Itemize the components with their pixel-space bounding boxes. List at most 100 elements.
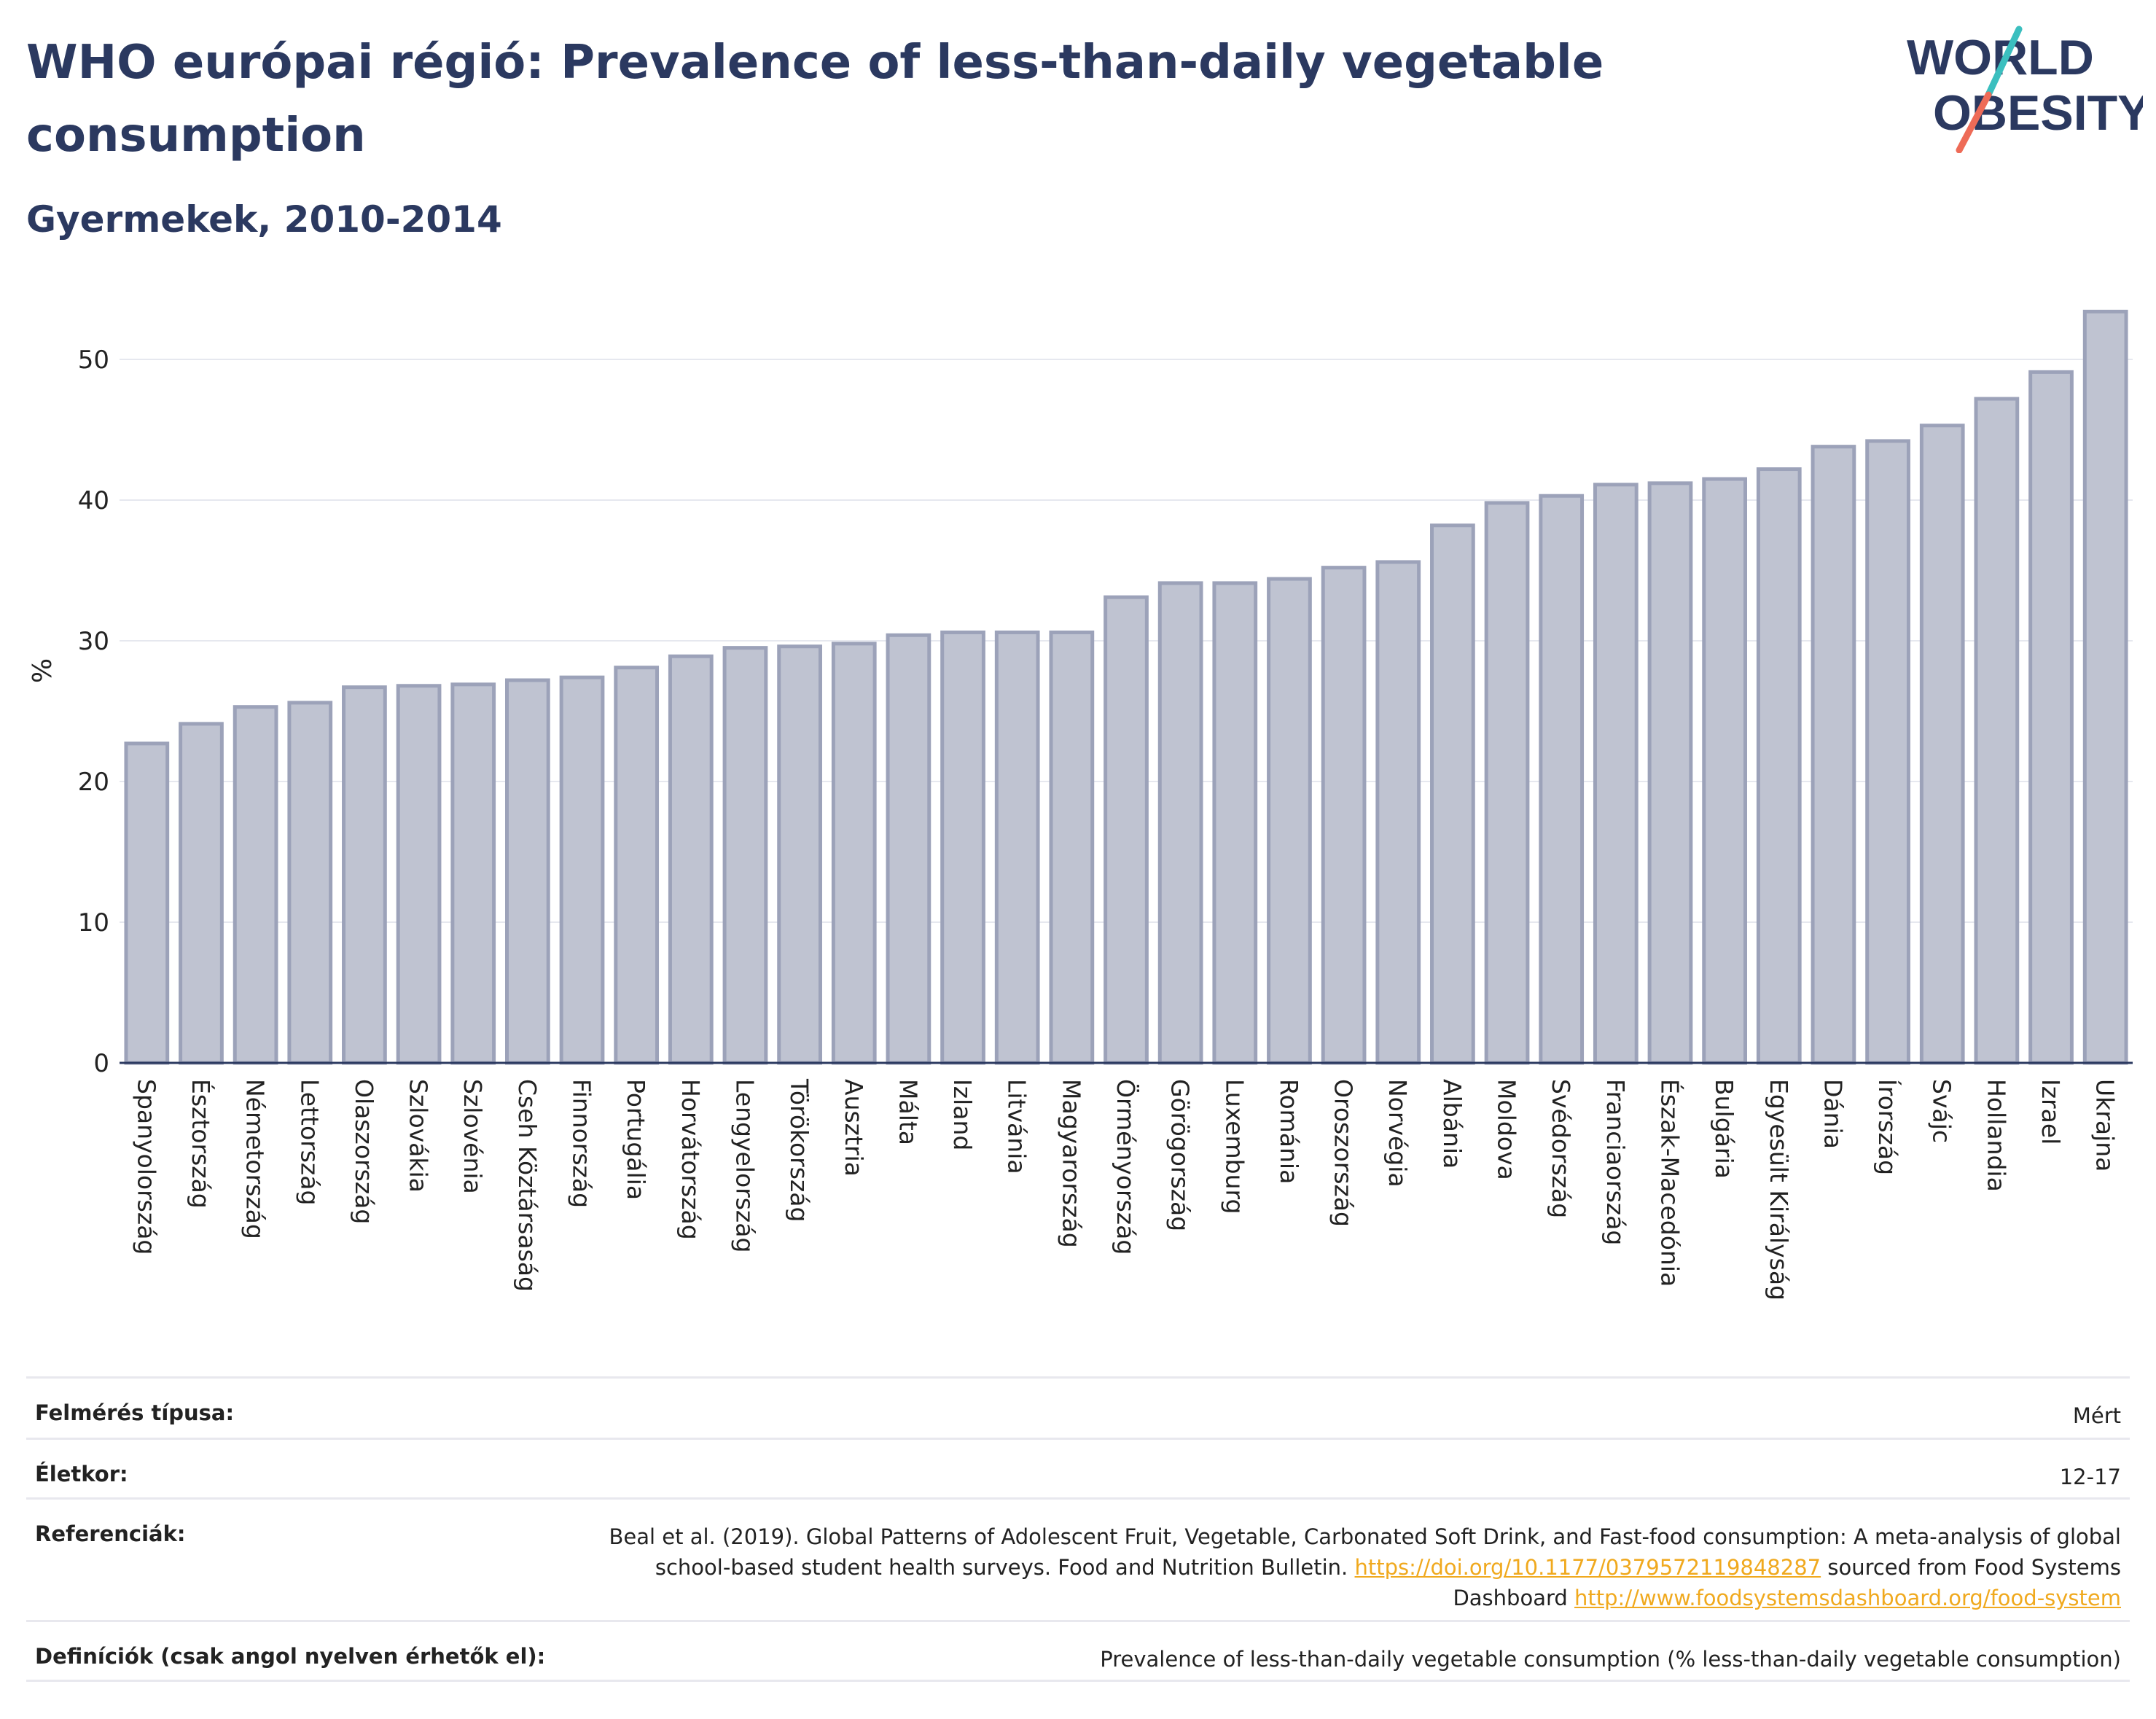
food-systems-link[interactable]: http://www.foodsystemsdashboard.org/food… — [1574, 1586, 2121, 1610]
x-tick-label: Olaszország — [350, 1079, 378, 1224]
bar — [124, 741, 170, 1065]
bar — [1375, 560, 1421, 1065]
bar — [1919, 424, 1965, 1065]
x-tick-label: Málta — [894, 1079, 922, 1145]
x-tick-label: Szlovénia — [458, 1079, 487, 1194]
info-row-age: Életkor: 12-17 — [26, 1438, 2130, 1500]
survey-type-label: Felmérés típusa: — [35, 1400, 235, 1425]
bar — [396, 684, 442, 1065]
bars — [124, 309, 2128, 1065]
bar — [722, 646, 768, 1065]
x-tick-label: Írország — [1873, 1079, 1902, 1175]
bar — [1267, 577, 1312, 1065]
y-tick-label: 0 — [93, 1049, 109, 1078]
x-tick-label: Horvátország — [676, 1079, 705, 1240]
x-tick-label: Litvánia — [1003, 1079, 1031, 1174]
info-row-references: Referenciák: Beal et al. (2019). Global … — [26, 1497, 2130, 1621]
bar — [777, 644, 822, 1065]
bar — [287, 701, 333, 1065]
references-value: Beal et al. (2019). Global Patterns of A… — [605, 1521, 2121, 1613]
definitions-label: Definíciók (csak angol nyelven érhetők e… — [35, 1644, 546, 1669]
y-tick-label: 20 — [78, 768, 109, 797]
x-tick-label: Szlovákia — [405, 1079, 433, 1193]
definitions-value: Prevalence of less-than-daily vegetable … — [1100, 1647, 2121, 1672]
bar — [2082, 309, 2128, 1065]
info-row-survey: Felmérés típusa: Mért — [26, 1376, 2130, 1438]
references-label: Referenciák: — [35, 1521, 186, 1546]
bar — [1430, 523, 1475, 1065]
survey-type-value: Mért — [2072, 1403, 2121, 1428]
bar — [994, 630, 1040, 1065]
bar — [1811, 445, 1856, 1065]
x-tick-label: Románia — [1275, 1079, 1303, 1184]
x-tick-label: Cseh Köztársaság — [513, 1079, 542, 1292]
bar — [886, 633, 931, 1065]
y-tick-label: 40 — [78, 486, 109, 515]
x-tick-label: Lengyelország — [730, 1079, 759, 1252]
doi-link[interactable]: https://doi.org/10.1177/0379572119848287 — [1354, 1555, 1821, 1580]
x-tick-label: Örményország — [1112, 1079, 1141, 1255]
y-tick-label: 10 — [78, 908, 109, 938]
info-row-definitions: Definíciók (csak angol nyelven érhetők e… — [26, 1620, 2130, 1682]
bar — [1702, 477, 1748, 1065]
bar — [504, 678, 550, 1065]
bar — [831, 642, 877, 1065]
world-obesity-logo: WORLD OBESITY — [1907, 26, 2143, 153]
bar — [1157, 581, 1203, 1065]
bar — [1104, 595, 1149, 1065]
bar — [2028, 370, 2074, 1065]
bar — [1593, 483, 1639, 1065]
bar — [559, 675, 605, 1065]
bar — [1974, 397, 2020, 1065]
reference-text: Beal et al. (2019). Global Patterns of A… — [609, 1524, 2121, 1580]
x-tick-label: Franciaország — [1601, 1079, 1630, 1245]
x-tick-label: Finnország — [568, 1079, 596, 1208]
x-tick-label: Észak-Macedónia — [1655, 1079, 1684, 1287]
x-tick-label: Magyarország — [1057, 1079, 1085, 1248]
y-tick-label: 30 — [78, 627, 109, 656]
x-tick-label: Hollandia — [1982, 1079, 2010, 1192]
x-tick-label: Luxemburg — [1220, 1079, 1249, 1214]
bar — [668, 654, 714, 1065]
x-tick-label: Ausztria — [840, 1079, 868, 1177]
chart-subtitle: Gyermekek, 2010-2014 — [26, 198, 502, 241]
x-tick-label: Oroszország — [1329, 1079, 1358, 1227]
x-tick-label: Ukrajna — [2091, 1079, 2120, 1172]
x-tick-label: Lettország — [295, 1079, 324, 1205]
x-tick-labels: Spanyolország Észtország Németország Lettor… — [132, 1078, 2119, 1301]
bar — [940, 630, 985, 1065]
y-axis-label: % — [28, 658, 58, 683]
x-tick-label: Svédország — [1547, 1079, 1575, 1218]
bar — [1212, 581, 1258, 1065]
x-tick-label: Portugália — [622, 1079, 650, 1200]
bar — [1539, 494, 1585, 1065]
bar — [1756, 467, 1802, 1065]
x-tick-label: Bulgária — [1710, 1079, 1738, 1179]
x-tick-label: Izrael — [2036, 1079, 2065, 1145]
y-tick-label: 50 — [78, 346, 109, 375]
bar-chart: 0 10 20 30 40 50 Spanyolország Észtország Német… — [28, 309, 2133, 1301]
reference-source-text: sourced from Food Systems Dashboard — [1453, 1555, 2121, 1610]
bar — [1647, 481, 1693, 1065]
bar — [450, 682, 496, 1065]
x-tick-label: Észtország — [187, 1079, 216, 1209]
x-tick-label: Dánia — [1819, 1079, 1847, 1149]
x-tick-label: Egyesült Királyság — [1765, 1079, 1793, 1301]
bar — [342, 685, 387, 1065]
bar — [1321, 566, 1367, 1065]
bar — [179, 722, 224, 1065]
x-tick-label: Norvégia — [1383, 1079, 1412, 1188]
bar — [1049, 630, 1095, 1065]
y-tick-labels: 0 10 20 30 40 50 — [78, 346, 109, 1078]
bar — [233, 705, 278, 1065]
x-tick-label: Albánia — [1438, 1079, 1466, 1169]
chart-title: WHO európai régió: Prevalence of less-th… — [26, 36, 1604, 163]
bar — [1865, 439, 1910, 1065]
x-tick-label: Moldova — [1493, 1079, 1521, 1180]
x-tick-label: Spanyolország — [132, 1079, 160, 1255]
x-tick-label: Svájc — [1928, 1079, 1956, 1143]
x-tick-label: Németország — [241, 1079, 270, 1239]
info-table-bottom-border — [26, 1680, 2130, 1682]
x-tick-label: Törökország — [785, 1078, 813, 1222]
age-value: 12-17 — [2059, 1465, 2121, 1489]
